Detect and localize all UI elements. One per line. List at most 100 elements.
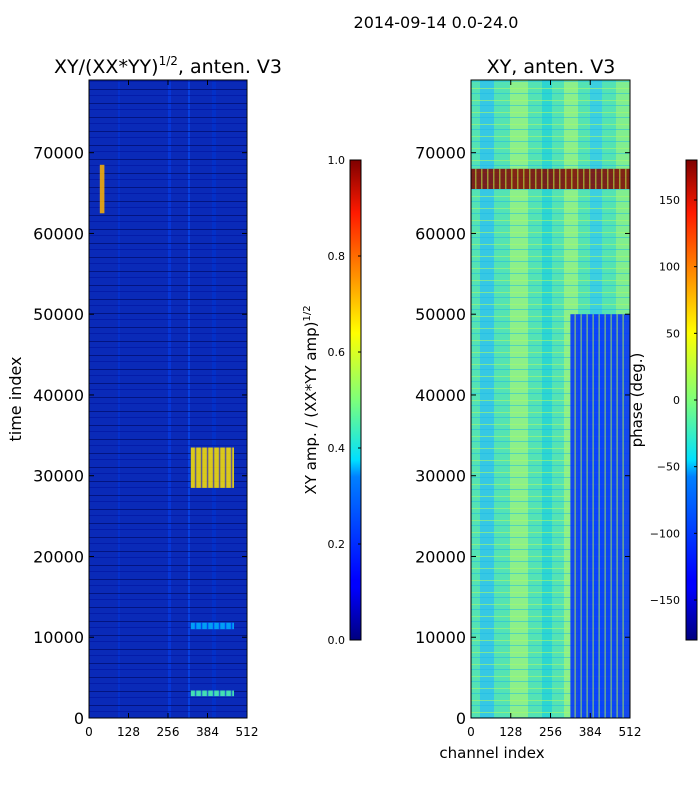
heatmap-feature-stripe <box>619 168 621 189</box>
heatmap-feature-stripe <box>200 690 203 697</box>
heatmap-feature-stripe <box>547 168 549 189</box>
heatmap-feature-stripe <box>218 690 221 697</box>
amplitude-colorbar-gradient <box>349 159 362 641</box>
colorbar-tick-label: −50 <box>657 461 680 474</box>
amplitude-panel: XY/(XX*YY)1/2, anten. V3 0 10000 20000 3000… <box>6 54 282 739</box>
heatmap-feature-stripe <box>212 447 215 488</box>
heatmap-feature-stripe <box>559 168 561 189</box>
y-tick-label: 0 <box>74 709 84 728</box>
heatmap-feature-stripe <box>224 690 227 697</box>
heatmap-feature-stripe <box>574 314 576 718</box>
heatmap-feature-stripe <box>601 168 603 189</box>
heatmap-feature-stripe <box>218 622 221 630</box>
x-tick-label: 256 <box>157 725 180 739</box>
x-tick-label: 0 <box>467 725 475 739</box>
x-tick-label: 256 <box>539 725 562 739</box>
heatmap-feature-stripe <box>212 690 215 697</box>
x-tick-label: 384 <box>579 725 602 739</box>
amplitude-ylabel: time index <box>6 356 25 441</box>
heatmap-feature-stripe <box>194 622 197 630</box>
heatmap-feature-stripe <box>577 168 579 189</box>
colorbar-tick-label: 0.0 <box>328 634 346 647</box>
y-tick-label: 70000 <box>415 144 466 163</box>
heatmap-feature-stripe <box>218 447 221 488</box>
heatmap-feature-stripe <box>595 168 597 189</box>
y-tick-label: 20000 <box>33 547 84 566</box>
heatmap-feature-0-1 <box>190 690 234 697</box>
heatmap-feature-stripe <box>224 447 227 488</box>
heatmap-feature-stripe <box>523 168 525 189</box>
colorbar-tick-label: 1.0 <box>328 154 346 167</box>
heatmap-feature-stripe <box>230 447 233 488</box>
heatmap-feature-stripe <box>493 168 495 189</box>
y-tick-label: 60000 <box>33 224 84 243</box>
phase-colorbar-label: phase (deg.) <box>628 353 646 448</box>
heatmap-feature-stripe <box>586 314 588 718</box>
heatmap-feature-stripe <box>580 314 582 718</box>
x-tick-label: 128 <box>117 725 140 739</box>
heatmap-feature-stripe <box>230 622 233 630</box>
amplitude-heatmap-background <box>89 80 247 718</box>
heatmap-feature-stripe <box>505 168 507 189</box>
x-tick-label: 512 <box>236 725 259 739</box>
heatmap-feature-stripe <box>583 168 585 189</box>
colorbar-tick-label: 0.4 <box>328 442 346 455</box>
y-tick-label: 30000 <box>415 467 466 486</box>
heatmap-feature-stripe <box>616 314 618 718</box>
heatmap-feature-stripe <box>206 690 209 697</box>
phase-panel: XY, anten. V3 0 10000 20000 30000 40000 50000… <box>415 56 641 762</box>
x-tick-label: 0 <box>85 725 93 739</box>
y-tick-label: 40000 <box>415 386 466 405</box>
colorbar-tick-label: −100 <box>650 527 680 540</box>
heatmap-feature-stripe <box>625 168 627 189</box>
y-tick-label: 60000 <box>415 224 466 243</box>
y-tick-label: 10000 <box>33 628 84 647</box>
heatmap-feature-0-2 <box>190 622 234 630</box>
heatmap-feature-stripe <box>206 622 209 630</box>
heatmap-feature-stripe <box>613 168 615 189</box>
x-tick-label: 128 <box>499 725 522 739</box>
heatmap-feature-stripe <box>200 447 203 488</box>
heatmap-feature-stripe <box>194 690 197 697</box>
heatmap-feature-1-0 <box>471 168 630 189</box>
colorbar-tick-label: 0.8 <box>328 250 346 263</box>
y-tick-label: 20000 <box>415 547 466 566</box>
suptitle: 2014-09-14 0.0-24.0 <box>354 13 519 32</box>
heatmap-feature-stripe <box>206 447 209 488</box>
colorbar-tick-label: 100 <box>659 261 680 274</box>
heatmap-feature-stripe <box>598 314 600 718</box>
heatmap-feature-stripe <box>535 168 537 189</box>
y-tick-label: 50000 <box>415 305 466 324</box>
heatmap-feature-0-3 <box>99 164 105 214</box>
heatmap-feature-stripe <box>529 168 531 189</box>
colorbar-tick-label: 150 <box>659 194 680 207</box>
heatmap-feature-stripe <box>589 168 591 189</box>
heatmap-feature-stripe <box>194 447 197 488</box>
colorbar-tick-label: −150 <box>650 594 680 607</box>
heatmap-feature-stripe <box>511 168 513 189</box>
x-tick-label: 512 <box>619 725 642 739</box>
heatmap-feature-stripe <box>604 314 606 718</box>
heatmap-feature-stripe <box>499 168 501 189</box>
y-tick-label: 0 <box>456 709 466 728</box>
heatmap-feature-stripe <box>230 690 233 697</box>
heatmap-feature-stripe <box>553 168 555 189</box>
phase-title: XY, anten. V3 <box>487 56 616 78</box>
heatmap-feature-stripe <box>622 314 624 718</box>
phase-colorbar: −150 −100 −50 0 50 100 150 phase (deg.) <box>628 159 698 641</box>
heatmap-feature-stripe <box>571 168 573 189</box>
colorbar-tick-label: 0.6 <box>328 346 346 359</box>
amplitude-colorbar-label: XY amp. / (XX*YY amp)1/2 <box>302 305 320 494</box>
heatmap-feature-stripe <box>610 314 612 718</box>
heatmap-feature-stripe <box>487 168 489 189</box>
y-tick-label: 50000 <box>33 305 84 324</box>
y-tick-label: 40000 <box>33 386 84 405</box>
heatmap-feature-stripe <box>565 168 567 189</box>
heatmap-feature-stripe <box>481 168 483 189</box>
x-tick-label: 384 <box>196 725 219 739</box>
phase-xlabel: channel index <box>439 744 544 762</box>
heatmap-feature-stripe <box>224 622 227 630</box>
colorbar-tick-label: 0 <box>673 394 680 407</box>
heatmap-feature-stripe <box>592 314 594 718</box>
